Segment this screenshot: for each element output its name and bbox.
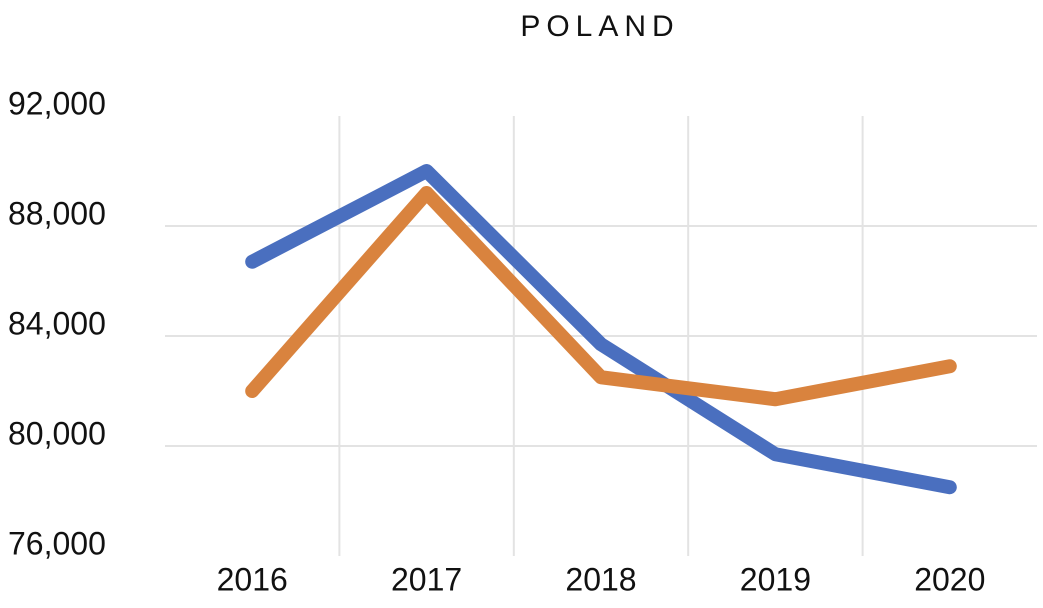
x-tick-label: 2019 xyxy=(740,561,811,597)
y-tick-label: 80,000 xyxy=(8,415,106,451)
series-line xyxy=(245,164,957,495)
y-tick-label: 84,000 xyxy=(8,305,106,341)
x-tick-label: 2020 xyxy=(914,561,985,597)
x-tick-label: 2016 xyxy=(217,561,288,597)
x-tick-label: 2017 xyxy=(391,561,462,597)
chart-title: POLAND xyxy=(520,10,679,43)
y-tick-label: 76,000 xyxy=(8,525,106,561)
series-line xyxy=(245,186,957,407)
y-tick-label: 88,000 xyxy=(8,195,106,231)
y-tick-label: 92,000 xyxy=(8,85,106,121)
x-tick-label: 2018 xyxy=(565,561,636,597)
